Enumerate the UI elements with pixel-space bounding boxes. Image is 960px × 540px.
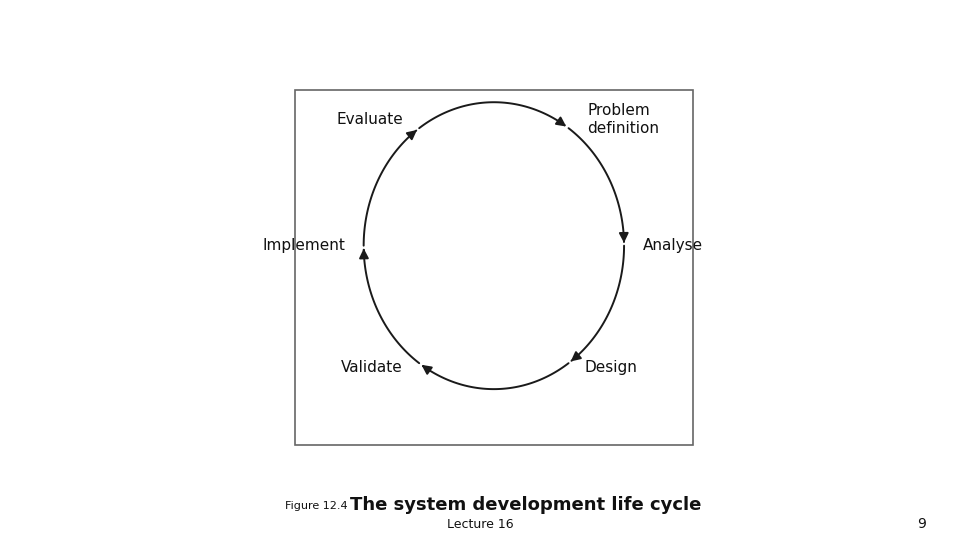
Text: Analyse: Analyse [642,238,703,253]
Text: Problem
definition: Problem definition [588,103,660,136]
Text: 9: 9 [918,517,926,531]
Text: Design: Design [585,360,637,375]
Bar [295,90,693,445]
Text: Figure 12.4: Figure 12.4 [285,501,348,511]
Text: Validate: Validate [341,360,403,375]
Text: Evaluate: Evaluate [336,112,403,127]
Text: The system development life cycle: The system development life cycle [350,496,702,514]
Text: Lecture 16: Lecture 16 [446,518,514,531]
Text: Implement: Implement [262,238,345,253]
